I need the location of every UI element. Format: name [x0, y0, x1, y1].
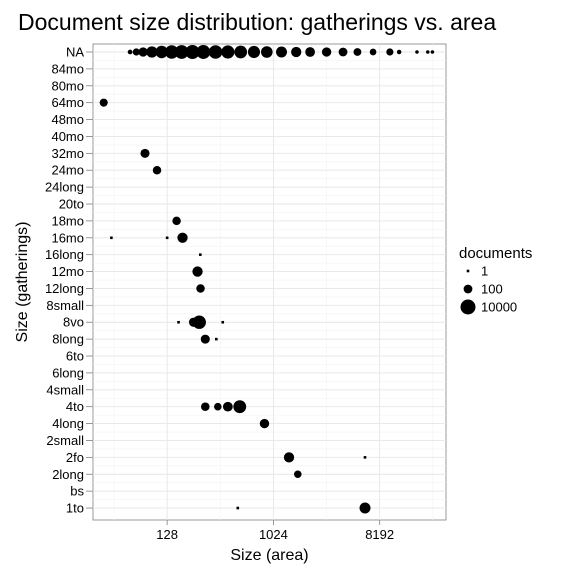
data-point: [177, 232, 188, 243]
y-tick-label: 84mo: [51, 61, 84, 76]
data-point: [155, 45, 168, 59]
data-point: [233, 400, 247, 414]
x-tick-label: 1024: [259, 527, 288, 542]
y-tick-label: 12mo: [51, 264, 84, 279]
data-point: [236, 506, 240, 510]
data-point: [146, 46, 158, 58]
data-point: [221, 45, 235, 59]
data-point: [138, 47, 148, 57]
data-point: [261, 46, 273, 58]
y-tick-label: 2fo: [66, 450, 84, 465]
legend-key: [466, 269, 470, 273]
legend-key: [460, 299, 476, 315]
data-point: [185, 44, 200, 60]
y-tick-label: 4to: [66, 399, 84, 414]
y-tick-label: 2small: [46, 433, 84, 448]
x-tick-label: 8192: [365, 527, 394, 542]
data-point: [196, 284, 205, 293]
data-point: [247, 45, 261, 59]
data-point: [363, 456, 367, 459]
data-point: [110, 236, 113, 240]
data-point: [305, 47, 315, 57]
data-point: [196, 45, 211, 59]
data-point: [214, 402, 222, 411]
data-point: [215, 337, 218, 341]
y-tick-label: 40mo: [51, 129, 84, 144]
y-tick-label: 1to: [66, 501, 84, 516]
data-point: [174, 45, 189, 59]
data-point: [283, 452, 295, 463]
y-tick-label: 4small: [46, 382, 84, 397]
x-axis: 128 1024 8192: [156, 520, 394, 542]
y-tick-label: 8small: [46, 298, 84, 313]
data-point: [293, 470, 302, 479]
y-tick-label: 64mo: [51, 95, 84, 110]
y-tick-label: 16mo: [51, 230, 84, 245]
y-tick-label: 24long: [45, 180, 84, 195]
legend: documents 1 100 10000: [459, 245, 532, 315]
y-tick-label: 80mo: [51, 78, 84, 93]
data-point: [127, 49, 133, 55]
y-tick-label: 32mo: [51, 146, 84, 161]
data-point: [199, 253, 202, 256]
data-point: [132, 48, 140, 56]
data-point: [99, 98, 108, 107]
y-tick-label: 4long: [52, 416, 84, 431]
plot-panel: [92, 43, 447, 521]
data-point: [165, 236, 169, 240]
y-tick-label: 6long: [52, 365, 84, 380]
data-point: [152, 165, 162, 175]
x-tick-label: 128: [156, 527, 178, 542]
data-point: [276, 46, 287, 58]
major-gridlines: [93, 44, 446, 520]
data-point: [415, 50, 419, 54]
legend-title: documents: [459, 245, 532, 262]
data-point: [353, 48, 362, 56]
chart-title: Document size distribution: gatherings v…: [18, 9, 496, 35]
data-point: [426, 50, 430, 54]
data-point: [291, 46, 302, 58]
data-point: [359, 502, 371, 514]
data-point: [140, 148, 150, 158]
y-axis-label: Size (gatherings): [14, 222, 31, 343]
data-point: [200, 334, 210, 344]
legend-label: 1: [481, 264, 488, 279]
legend-key: [463, 284, 473, 294]
data-point: [369, 48, 377, 56]
data-point: [201, 402, 210, 411]
data-point: [165, 45, 179, 59]
y-tick-label: 48mo: [51, 112, 84, 127]
y-tick-label: 12long: [45, 281, 84, 296]
y-tick-label: 8vo: [63, 315, 84, 330]
legend-label: 100: [481, 282, 503, 297]
data-point: [172, 216, 181, 226]
data-point: [396, 49, 402, 55]
y-tick-label: 8long: [52, 332, 84, 347]
x-axis-label: Size (area): [230, 547, 308, 564]
data-point: [221, 320, 225, 324]
y-tick-label: 18mo: [51, 213, 84, 228]
y-tick-label: 24mo: [51, 163, 84, 178]
data-point: [208, 45, 223, 59]
data-point: [338, 47, 348, 57]
y-tick-label: bs: [70, 484, 84, 499]
data-point: [177, 320, 180, 324]
data-point: [234, 45, 248, 59]
data-point: [430, 50, 435, 54]
data-point: [386, 48, 394, 56]
y-tick-label: 20to: [59, 197, 84, 212]
data-point: [192, 315, 206, 329]
data-points: [99, 44, 435, 514]
y-tick-label: 2long: [52, 467, 84, 482]
data-point: [192, 266, 203, 277]
data-point: [259, 418, 270, 429]
y-tick-label: 16long: [45, 247, 84, 262]
legend-label: 10000: [481, 300, 517, 315]
data-point: [321, 47, 332, 57]
data-point: [222, 401, 233, 412]
y-tick-label: 6to: [66, 349, 84, 364]
y-tick-label: NA: [66, 45, 84, 60]
